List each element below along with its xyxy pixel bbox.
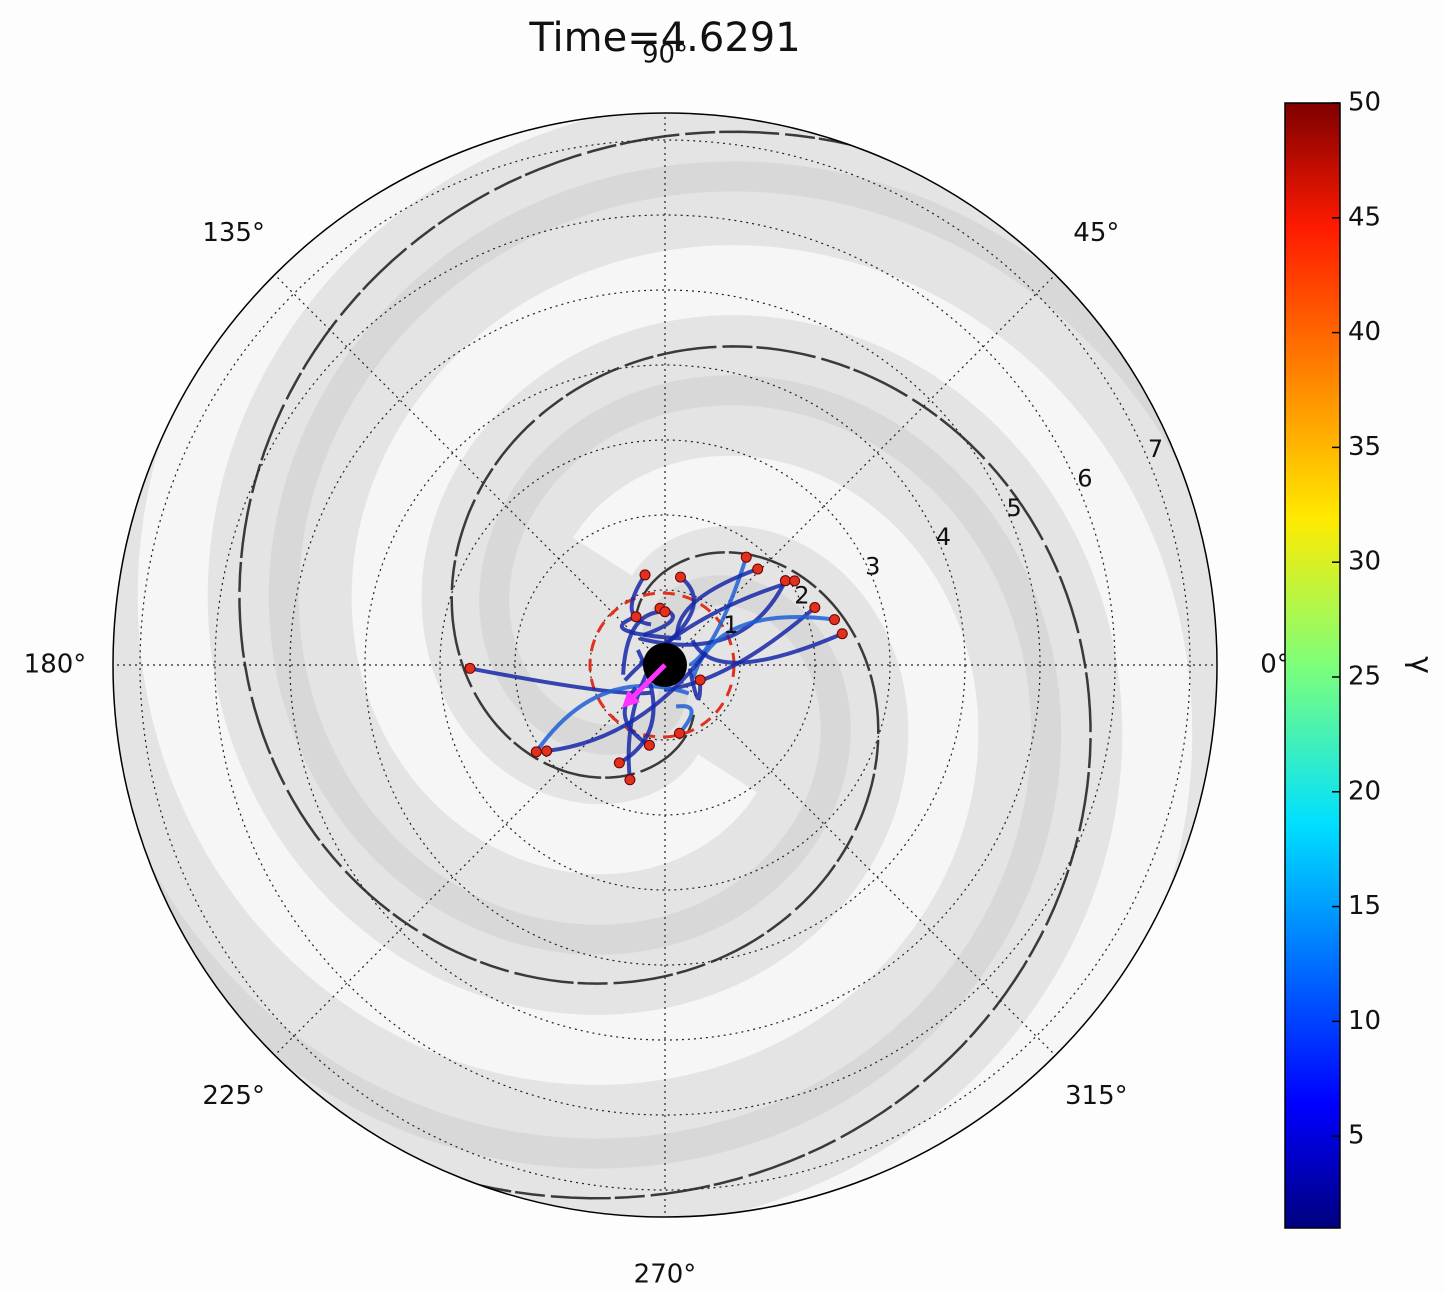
colorbar-tick-label: 30 <box>1348 547 1381 577</box>
grid-circle <box>289 289 1041 1041</box>
plot-frame <box>112 112 1218 1218</box>
theta-tick-label: 45° <box>1073 218 1119 248</box>
arrow-head <box>622 690 640 708</box>
grid-circle <box>439 439 891 891</box>
grid-circle <box>139 139 1191 1191</box>
theta-tick-label: 90° <box>642 40 688 70</box>
grid-spoke <box>664 664 1056 1056</box>
colorbar-tick-label: 25 <box>1348 661 1381 691</box>
colorbar-axis: 5 10 15 20 25 30 35 40 45 50 <box>1332 88 1381 1151</box>
trajectory <box>619 614 682 641</box>
trajectory <box>675 704 694 735</box>
colorbar-label: γ <box>1404 656 1439 674</box>
spiral-band <box>113 245 1193 1217</box>
spiral-band <box>113 375 1062 1169</box>
trajectory <box>690 631 844 665</box>
density-field <box>113 113 1217 1217</box>
direction-arrow <box>630 663 667 700</box>
theta-tick-label: 225° <box>202 1081 265 1111</box>
grid-spoke <box>274 664 666 1056</box>
grid <box>113 113 1217 1217</box>
r-tick-label: 7 <box>1148 435 1163 463</box>
colorbar-tick-label: 40 <box>1348 317 1381 347</box>
trajectory <box>629 573 652 627</box>
colorbar-tick-label: 45 <box>1348 202 1381 232</box>
r-tick-label: 2 <box>794 582 809 610</box>
r-tick-label: 1 <box>723 611 738 639</box>
particle <box>530 746 542 758</box>
theta-tick-label: 180° <box>24 650 87 680</box>
particle <box>630 611 642 623</box>
r-tick-label: 4 <box>936 523 951 551</box>
colorbar-tick-label: 10 <box>1348 1006 1381 1036</box>
colorbar-tick-label: 50 <box>1348 88 1381 118</box>
colorbar-tick-label: 20 <box>1348 776 1381 806</box>
theta-tick-label: 315° <box>1065 1081 1128 1111</box>
r-tick-label: 3 <box>865 552 880 580</box>
trajectory <box>469 666 652 696</box>
r-tick-label: 6 <box>1077 465 1092 493</box>
r-tick-label: 5 <box>1007 494 1022 522</box>
particles <box>464 551 848 786</box>
theta-tick-label: 270° <box>634 1260 697 1289</box>
trajectory <box>534 684 690 753</box>
particle <box>613 757 625 769</box>
spiral-band <box>137 113 1217 1085</box>
particle <box>674 571 686 583</box>
particle <box>639 569 651 581</box>
particle <box>674 727 686 739</box>
particle <box>624 774 636 786</box>
colorbar-tick-label: 5 <box>1348 1121 1365 1151</box>
chart-title: Time=4.6291 <box>528 15 800 61</box>
colorbar-tick-label: 15 <box>1348 891 1381 921</box>
particle <box>752 563 764 575</box>
particle <box>809 601 821 613</box>
particle <box>659 606 671 618</box>
trajectory <box>675 567 759 637</box>
particle <box>836 628 848 640</box>
particle <box>643 739 655 751</box>
particle <box>694 674 706 686</box>
trajectory <box>687 668 703 701</box>
theta-tick-label: 135° <box>202 218 265 248</box>
trajectory <box>663 605 817 692</box>
grid-spoke <box>274 274 666 666</box>
spiral-band <box>268 161 1217 955</box>
particle <box>829 614 841 626</box>
particle <box>740 551 752 563</box>
colorbar-tick-label: 35 <box>1348 432 1381 462</box>
trajectory <box>623 578 796 682</box>
particle <box>464 662 476 674</box>
colorbar <box>1284 102 1341 1229</box>
particle <box>541 745 553 757</box>
particle <box>789 575 801 587</box>
particle <box>779 575 791 587</box>
